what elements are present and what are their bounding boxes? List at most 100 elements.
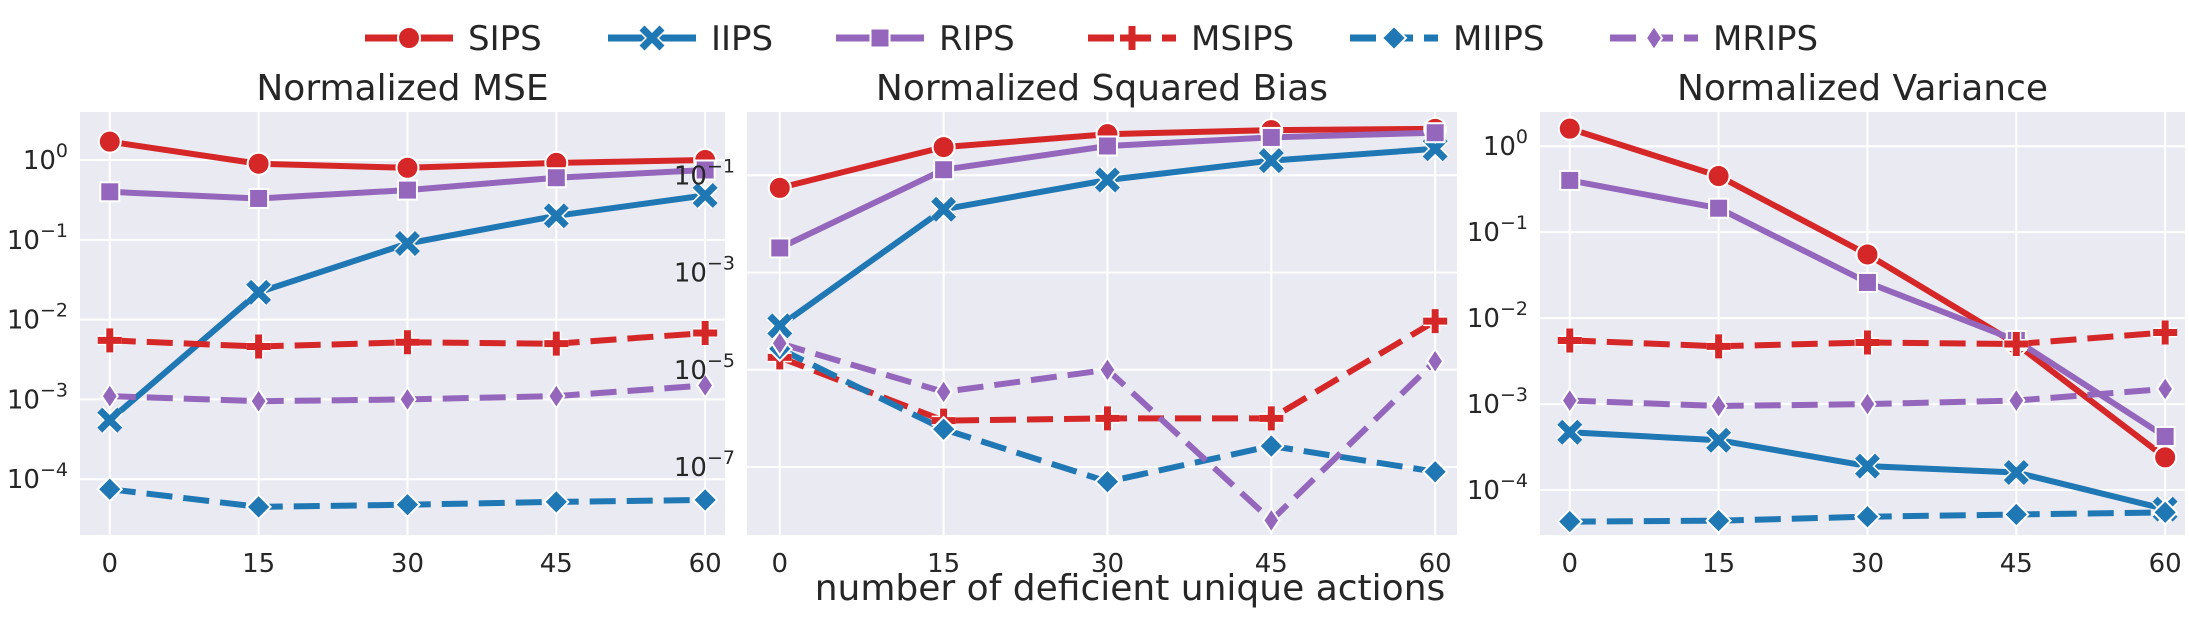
legend-marker-mrips — [1644, 24, 1664, 52]
data-point-msips — [1855, 330, 1880, 355]
data-point-miips — [394, 491, 421, 519]
data-point-miips — [691, 486, 719, 514]
x-tick-label: 30 — [1091, 549, 1124, 579]
legend-item-rips: RIPS — [836, 19, 1015, 59]
data-point-rips — [1559, 169, 1581, 191]
y-tick-labels: 10−4 10−3 10−2 10−1 100 — [7, 140, 68, 495]
data-point-msips — [395, 330, 420, 355]
panel-normalized-variance: Normalized Variance 0 15 30 45 60 10−4 10−3 10−2… — [1467, 68, 2185, 579]
panel-normalized-squared-bias: Normalized Squared Bias 0 15 30 45 60 10−7 10−5… — [674, 68, 1457, 579]
legend-item-miips: MIIPS — [1350, 19, 1544, 59]
legend-label-iips: IIPS — [711, 19, 773, 59]
data-point-sips — [767, 175, 792, 200]
data-point-iips — [542, 202, 570, 230]
data-point-msips — [2153, 320, 2178, 345]
legend-label-mrips: MRIPS — [1713, 19, 1818, 59]
data-point-miips — [1094, 468, 1121, 496]
data-point-miips — [96, 475, 124, 503]
y-tick-label: 10−1 — [674, 155, 735, 191]
data-point-iips — [1093, 166, 1121, 194]
data-point-rips — [1260, 126, 1282, 148]
legend-marker-rips — [869, 27, 891, 49]
y-tick-label: 10−1 — [7, 220, 68, 256]
data-point-miips — [930, 415, 958, 443]
x-tick-label: 15 — [1702, 549, 1735, 579]
data-point-mrips — [934, 378, 953, 406]
legend-item-sips: SIPS — [365, 19, 542, 59]
data-point-miips — [245, 493, 273, 521]
y-tick-labels: 10−7 10−5 10−3 10−1 — [674, 155, 735, 483]
y-tick-label: 10−4 — [1467, 470, 1528, 506]
legend-item-msips: MSIPS — [1088, 19, 1294, 59]
x-tick-label: 45 — [1255, 549, 1288, 579]
data-point-rips — [248, 187, 270, 209]
data-point-mrips — [1098, 355, 1117, 384]
data-point-iips — [930, 195, 958, 223]
data-point-msips — [1706, 334, 1731, 359]
data-point-sips — [1855, 242, 1880, 267]
data-point-msips — [1095, 406, 1120, 431]
data-point-iips — [96, 406, 124, 434]
y-tick-label: 10−3 — [7, 379, 68, 415]
data-point-sips — [246, 151, 271, 176]
data-point-iips — [691, 181, 719, 209]
data-point-mrips — [1262, 506, 1281, 535]
y-tick-label: 10−5 — [674, 350, 735, 386]
series-markers — [766, 116, 1449, 535]
legend-label-msips: MSIPS — [1191, 19, 1294, 59]
series-markers — [96, 129, 719, 521]
data-point-mrips — [547, 382, 566, 410]
data-point-miips — [2002, 501, 2030, 528]
data-point-sips — [1557, 116, 1582, 141]
x-tick-labels: 0 15 30 45 60 — [1561, 549, 2181, 579]
data-point-sips — [2153, 445, 2178, 470]
data-point-iips — [1853, 452, 1881, 480]
legend-marker-iips — [638, 24, 666, 52]
data-point-mrips — [770, 329, 789, 358]
x-tick-label: 30 — [391, 549, 424, 579]
x-tick-label: 60 — [1419, 549, 1452, 579]
panel-title: Normalized Variance — [1677, 68, 2048, 109]
x-tick-label: 15 — [242, 549, 275, 579]
y-tick-label: 10−7 — [674, 447, 735, 483]
data-point-miips — [1257, 432, 1285, 460]
y-tick-label: 10−4 — [7, 459, 68, 495]
x-tick-labels: 0 15 30 45 60 — [101, 549, 721, 579]
data-point-rips — [545, 167, 567, 189]
x-tick-labels: 0 15 30 45 60 — [771, 549, 1451, 579]
data-point-rips — [1424, 122, 1446, 144]
legend-marker-sips — [397, 26, 421, 50]
data-point-msips — [2004, 332, 2029, 357]
data-point-msips — [97, 328, 122, 353]
x-tick-label: 0 — [101, 549, 118, 579]
legend: SIPS IIPS RIPS MSIPS MIIPS MRIPS — [365, 19, 1818, 59]
data-point-iips — [766, 312, 794, 340]
data-point-sips — [395, 155, 420, 180]
x-tick-label: 45 — [540, 549, 573, 579]
data-point-miips — [542, 488, 570, 516]
legend-marker-miips — [1380, 24, 1408, 52]
data-point-miips — [1705, 507, 1733, 535]
y-tick-label: 100 — [23, 140, 68, 176]
x-tick-label: 0 — [1561, 549, 1578, 579]
data-point-mrips — [1425, 347, 1445, 376]
data-point-mrips — [2007, 386, 2026, 415]
data-point-iips — [1705, 426, 1733, 454]
data-point-msips — [1557, 328, 1582, 353]
data-point-mrips — [695, 371, 715, 400]
panel-title: Normalized Squared Bias — [876, 68, 1328, 109]
data-point-iips — [1556, 418, 1584, 446]
data-point-rips — [1096, 135, 1118, 157]
data-point-mrips — [1709, 392, 1728, 420]
data-point-miips — [1556, 508, 1584, 535]
data-point-iips — [1257, 147, 1285, 175]
legend-item-mrips: MRIPS — [1610, 19, 1818, 59]
legend-marker-msips — [1120, 26, 1144, 50]
data-point-mrips — [249, 387, 268, 416]
panel-title: Normalized MSE — [256, 68, 548, 109]
x-tick-label: 0 — [771, 549, 788, 579]
x-tick-label: 45 — [2000, 549, 2033, 579]
